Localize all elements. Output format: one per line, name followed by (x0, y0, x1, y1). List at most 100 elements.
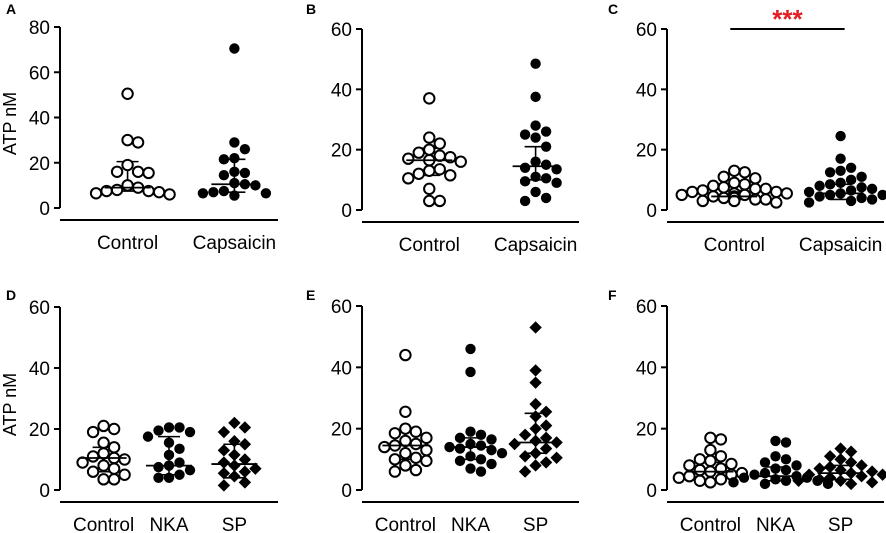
data-point (89, 187, 103, 200)
data-point (551, 177, 562, 189)
data-point (866, 183, 878, 195)
data-point (519, 129, 531, 140)
y-tick-label: 0 (341, 201, 352, 222)
data-point (174, 443, 185, 455)
data-point (229, 190, 240, 201)
data-point (530, 132, 541, 143)
y-tick-label: 60 (331, 20, 352, 41)
data-point (770, 196, 783, 209)
data-point (539, 431, 553, 445)
data-point (518, 465, 532, 478)
data-point (97, 459, 110, 472)
data-point (834, 442, 847, 455)
data-point (465, 343, 476, 355)
data-point (683, 459, 696, 472)
data-point (845, 174, 857, 186)
data-point (539, 405, 553, 418)
data-point (402, 172, 415, 185)
data-point (86, 465, 100, 478)
data-point (792, 474, 805, 487)
data-point (475, 429, 487, 440)
data-point (845, 162, 857, 173)
series-nka (444, 343, 508, 477)
panel-a: A 0 20 40 60 80 ATP nM Control Capsaicin (0, 1, 278, 254)
data-point (813, 473, 826, 486)
data-point (399, 422, 412, 435)
panel-letter: C (608, 1, 618, 17)
series-sp (792, 442, 886, 491)
data-point (238, 438, 252, 451)
data-point (454, 443, 466, 454)
panel-c: C 0 20 40 60 Control Capsaicin *** (608, 1, 886, 256)
data-point (409, 425, 423, 438)
y-tick-label: 40 (636, 358, 657, 379)
data-point (153, 425, 164, 436)
data-point (229, 166, 240, 177)
data-point (835, 177, 846, 189)
data-point (518, 450, 532, 463)
series-control (675, 164, 793, 209)
x-category-label: Control (73, 515, 134, 533)
data-point (749, 172, 762, 185)
data-point (118, 453, 131, 466)
data-point (693, 474, 707, 487)
data-point (238, 421, 252, 434)
series-capsaicin (512, 58, 562, 207)
data-point (738, 166, 751, 179)
data-point (759, 193, 772, 206)
data-point (780, 454, 792, 465)
data-point (412, 167, 425, 181)
y-tick-label: 20 (636, 420, 657, 441)
data-point (529, 321, 542, 334)
data-point (530, 186, 541, 198)
y-tick-label: 60 (636, 20, 657, 41)
y-axis-label: ATP nM (0, 373, 20, 436)
panel-d: D 0 20 40 60 ATP nM Control NKA SP (0, 287, 278, 533)
data-point (738, 188, 751, 202)
data-point (530, 120, 541, 131)
data-point (163, 188, 176, 201)
data-point (260, 188, 272, 199)
data-point (834, 474, 847, 487)
y-tick-label: 40 (331, 358, 352, 379)
data-point (865, 465, 879, 478)
data-point (208, 186, 219, 198)
data-point (844, 456, 858, 469)
data-point (142, 431, 154, 442)
data-point (217, 425, 231, 439)
data-point (228, 435, 241, 448)
data-point (420, 454, 433, 468)
data-point (803, 197, 815, 208)
data-point (770, 185, 783, 199)
data-point (738, 472, 750, 483)
data-point (153, 472, 164, 483)
data-point (454, 432, 466, 444)
data-point (707, 179, 720, 193)
data-point (759, 478, 771, 490)
x-category-label: Capsaicin (193, 233, 276, 254)
significance-stars: *** (772, 4, 803, 34)
panel-letter: B (306, 1, 316, 17)
data-point (121, 179, 134, 192)
data-point (97, 419, 110, 433)
data-point (399, 348, 412, 362)
data-point (163, 437, 175, 448)
data-point (529, 364, 542, 377)
data-point (433, 194, 446, 208)
data-point (217, 456, 231, 469)
data-point (856, 182, 867, 193)
data-point (238, 465, 252, 478)
data-point (420, 443, 433, 457)
data-point (229, 137, 240, 148)
data-point (877, 189, 886, 201)
y-tick-label: 20 (331, 420, 352, 441)
data-point (717, 191, 730, 205)
series-nka (728, 435, 834, 490)
data-point (835, 153, 846, 164)
data-point (465, 426, 476, 437)
data-point (529, 376, 542, 389)
y-tick-label: 60 (636, 297, 657, 318)
data-point (163, 449, 175, 461)
data-point (228, 470, 241, 483)
